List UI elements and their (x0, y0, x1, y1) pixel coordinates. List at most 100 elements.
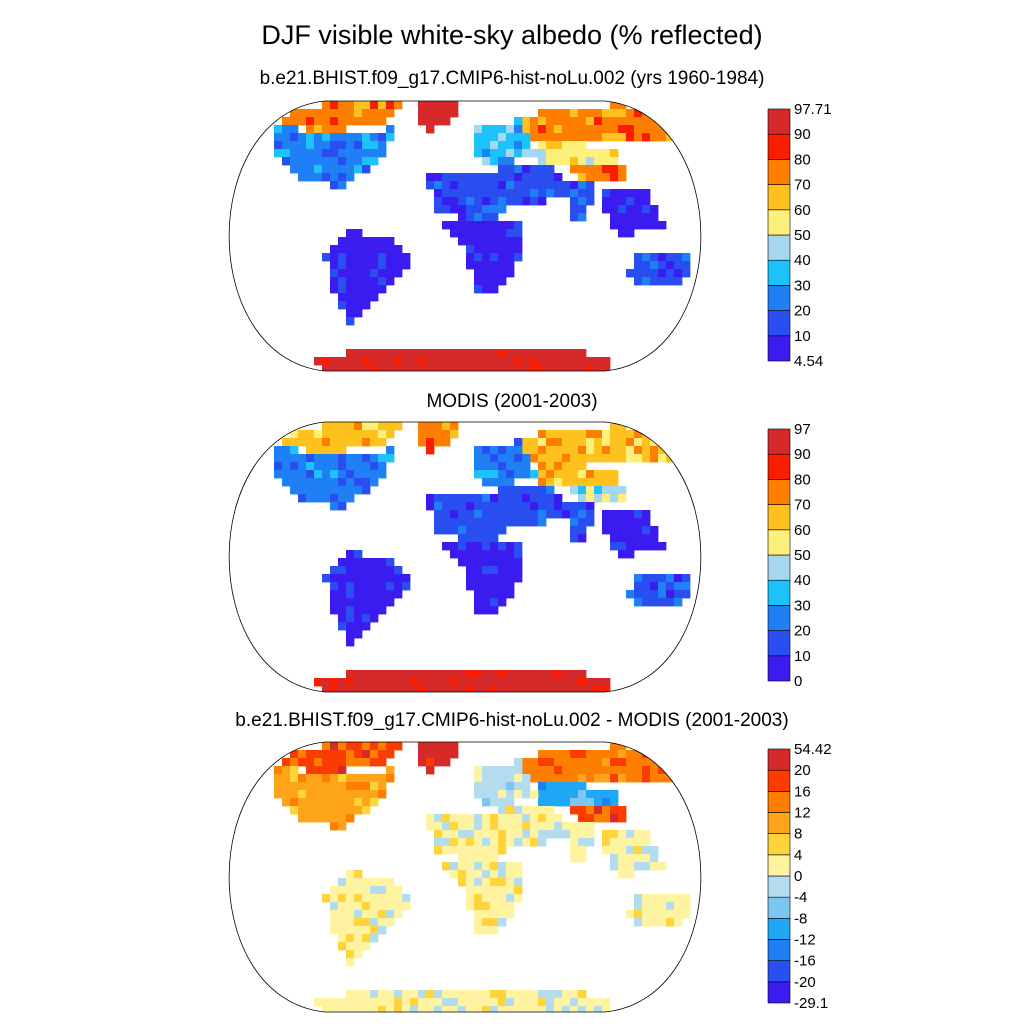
map-cell (514, 822, 523, 831)
map-cell (586, 838, 595, 847)
map-cell (546, 782, 555, 791)
map-cell (626, 870, 635, 879)
map-cell (386, 109, 395, 118)
map-cell (474, 670, 483, 679)
map-cell (658, 766, 667, 775)
map-cell (370, 798, 379, 807)
map-cell (538, 157, 547, 166)
map-cell (506, 814, 515, 823)
map-cell (554, 998, 563, 1007)
map-cell (514, 862, 523, 871)
map-cell (338, 558, 347, 567)
map-cell (530, 510, 539, 519)
map-cell (626, 205, 635, 214)
map-cell (418, 109, 427, 118)
map-cell (482, 189, 491, 198)
map-cell (426, 430, 435, 439)
colorbar-swatch (767, 184, 791, 211)
map-cell (498, 526, 507, 535)
map-cell (346, 149, 355, 158)
map-cell (514, 141, 523, 150)
map-cell (530, 670, 539, 679)
map-cell (650, 205, 659, 214)
map-cell (602, 157, 611, 166)
map-cell (594, 1006, 603, 1012)
map-cell (322, 1006, 331, 1012)
map-cell (290, 109, 299, 118)
map-cell (466, 221, 475, 230)
map-cell (586, 197, 595, 206)
map-cell (658, 253, 667, 262)
map-cell (506, 269, 515, 278)
map-cell (354, 470, 363, 479)
map-cell (490, 221, 499, 230)
map-cell (586, 357, 595, 366)
map-cell (426, 101, 435, 110)
map-cell (546, 494, 555, 503)
map-cell (554, 766, 563, 775)
map-cell (378, 750, 387, 759)
map-cell (538, 357, 547, 366)
map-cell (306, 173, 315, 182)
map-cell (666, 125, 675, 134)
map-cell (634, 109, 643, 118)
map-cell (354, 790, 363, 799)
map-cell (466, 518, 475, 527)
colorbar-tick-label: -29.1 (794, 995, 828, 1012)
map-cell (482, 534, 491, 543)
colorbar-swatch (767, 605, 791, 631)
map-cell (594, 365, 603, 371)
map-cell (378, 470, 387, 479)
map-cell (370, 934, 379, 943)
colorbar-tick-label: 70 (794, 497, 811, 514)
map-cell (346, 462, 355, 471)
map-cell (362, 798, 371, 807)
map-cell (338, 245, 347, 254)
map-cell (538, 109, 547, 118)
map-cell (458, 518, 467, 527)
map-cell (618, 125, 627, 134)
map-cell (490, 782, 499, 791)
map-cell (338, 261, 347, 270)
map-cell (386, 446, 395, 455)
map-cell (458, 189, 467, 198)
map-cell (666, 261, 675, 270)
map-cell (570, 438, 579, 447)
map-cell (546, 670, 555, 679)
map-cell (450, 221, 459, 230)
map-cell (578, 518, 587, 527)
map-cell (338, 902, 347, 911)
map-cell (338, 462, 347, 471)
map-cell (602, 758, 611, 767)
map-cell (378, 245, 387, 254)
map-cell (586, 750, 595, 759)
map-cell (490, 678, 499, 687)
map-cell (378, 590, 387, 599)
map-cell (570, 846, 579, 855)
map-cell (674, 261, 683, 270)
map-cell (554, 357, 563, 366)
map-cell (538, 1006, 547, 1012)
map-cell (650, 277, 659, 286)
map-cell (586, 502, 595, 511)
map-cell (330, 117, 339, 126)
map-cell (514, 870, 523, 879)
map-cell (602, 998, 611, 1007)
map-cell (506, 774, 515, 783)
map-cell (322, 149, 331, 158)
map-cell (338, 430, 347, 439)
map-cell (378, 422, 387, 431)
map-cell (578, 486, 587, 495)
map-cell (386, 918, 395, 927)
map-cell (490, 918, 499, 927)
map-cell (322, 430, 331, 439)
map-cell (362, 486, 371, 495)
map-cell (346, 918, 355, 927)
map-cell (506, 478, 515, 487)
map-cell (338, 285, 347, 294)
map-cell (634, 438, 643, 447)
map-cell (378, 253, 387, 262)
map-cell (322, 462, 331, 471)
map-cell (290, 478, 299, 487)
map-cell (506, 902, 515, 911)
